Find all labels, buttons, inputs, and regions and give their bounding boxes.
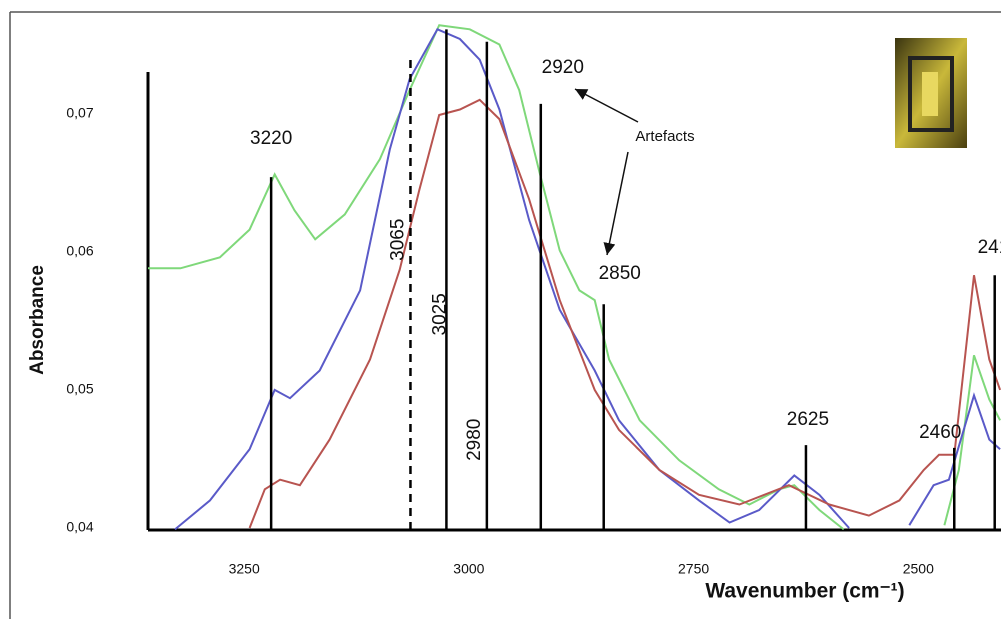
peak-label: 2920 [542, 57, 584, 78]
peak-label: 3220 [250, 128, 292, 149]
x-axis-label: Wavenumber (cm⁻¹) [705, 580, 904, 603]
peak-label: 3025 [429, 293, 450, 335]
peak-label: 2850 [599, 263, 641, 284]
spectrum-line [248, 98, 1001, 529]
y-tick-label: 0,07 [66, 104, 93, 120]
x-tick-label: 3250 [229, 561, 260, 577]
y-tick-label: 0,04 [66, 519, 93, 535]
spectrum-line [174, 28, 1001, 531]
x-tick-label: 2500 [903, 561, 934, 577]
spectrum-line [148, 24, 1001, 531]
x-tick-label: 2750 [678, 561, 709, 577]
peak-label: 2980 [464, 419, 485, 461]
peak-label: 2625 [787, 409, 829, 430]
x-tick-label: 3000 [453, 561, 484, 577]
gem-image [895, 38, 967, 148]
y-tick-label: 0,05 [66, 381, 93, 397]
peak-label: 2415 [978, 237, 1001, 258]
y-tick-label: 0,06 [66, 242, 93, 258]
annotation: Artefacts [635, 128, 694, 145]
peak-label: 2460 [919, 422, 961, 443]
arrow [603, 151, 629, 256]
arrow [574, 88, 639, 123]
y-axis-label: Absorbance [27, 265, 48, 375]
peak-label: 3065 [387, 219, 408, 261]
